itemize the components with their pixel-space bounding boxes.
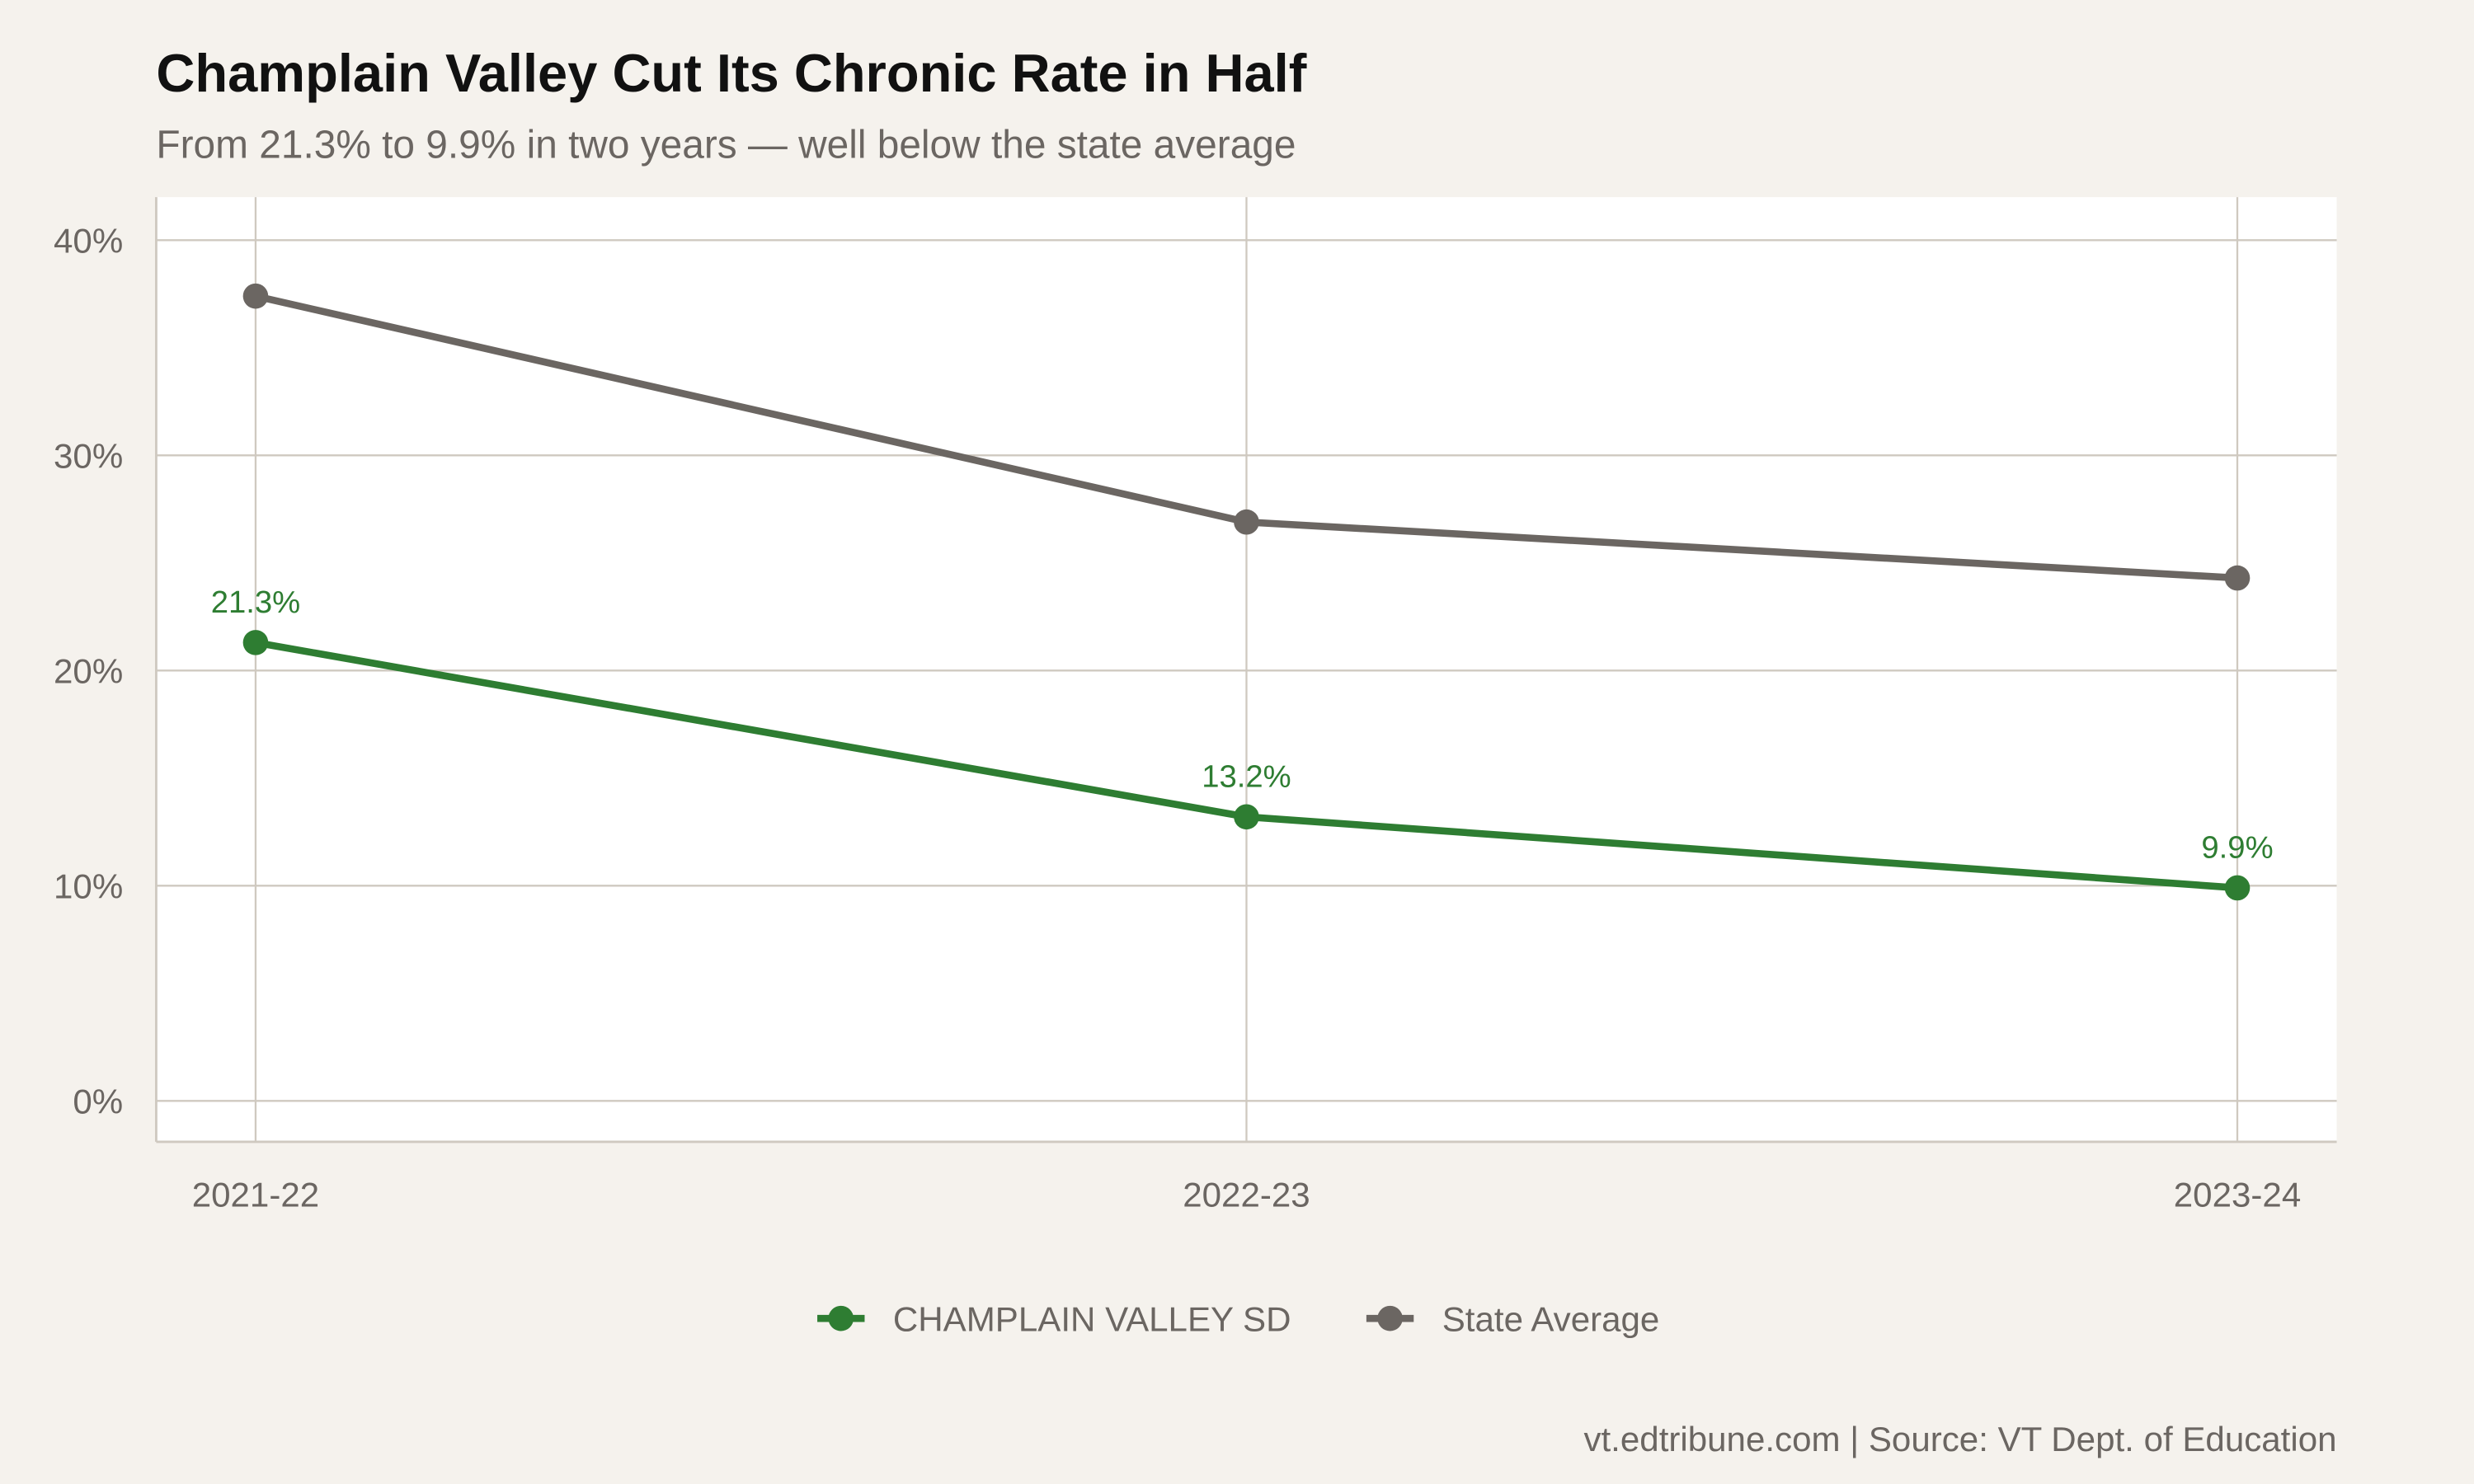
x-tick-label: 2021-22 (192, 1175, 319, 1214)
data-point (2224, 565, 2251, 591)
data-point (242, 630, 269, 655)
chart-title: Champlain Valley Cut Its Chronic Rate in… (156, 43, 1306, 103)
data-label: 21.3% (211, 585, 300, 620)
data-label: 9.9% (2201, 830, 2273, 866)
x-tick-label: 2023-24 (2174, 1175, 2301, 1214)
y-tick-label: 20% (54, 652, 123, 691)
y-tick-label: 10% (54, 867, 123, 906)
y-tick-label: 0% (73, 1082, 123, 1121)
data-point (1234, 804, 1259, 830)
data-point (242, 283, 269, 309)
legend-item: State Average (1366, 1299, 1659, 1338)
legend-label: State Average (1442, 1299, 1660, 1338)
legend-point-key (1377, 1305, 1403, 1331)
y-tick-label: 30% (54, 437, 123, 476)
data-point (2224, 875, 2251, 901)
legend-point-key (828, 1305, 854, 1331)
data-label: 13.2% (1202, 758, 1291, 794)
legend-label: CHAMPLAIN VALLEY SD (893, 1299, 1291, 1338)
data-point (1234, 509, 1259, 535)
x-tick-label: 2022-23 (1183, 1175, 1310, 1214)
y-tick-label: 40% (54, 222, 123, 261)
legend-item: CHAMPLAIN VALLEY SD (817, 1299, 1291, 1338)
chart-subtitle: From 21.3% to 9.9% in two years — well b… (156, 123, 1296, 167)
chart-caption: vt.edtribune.com | Source: VT Dept. of E… (1583, 1420, 2336, 1458)
